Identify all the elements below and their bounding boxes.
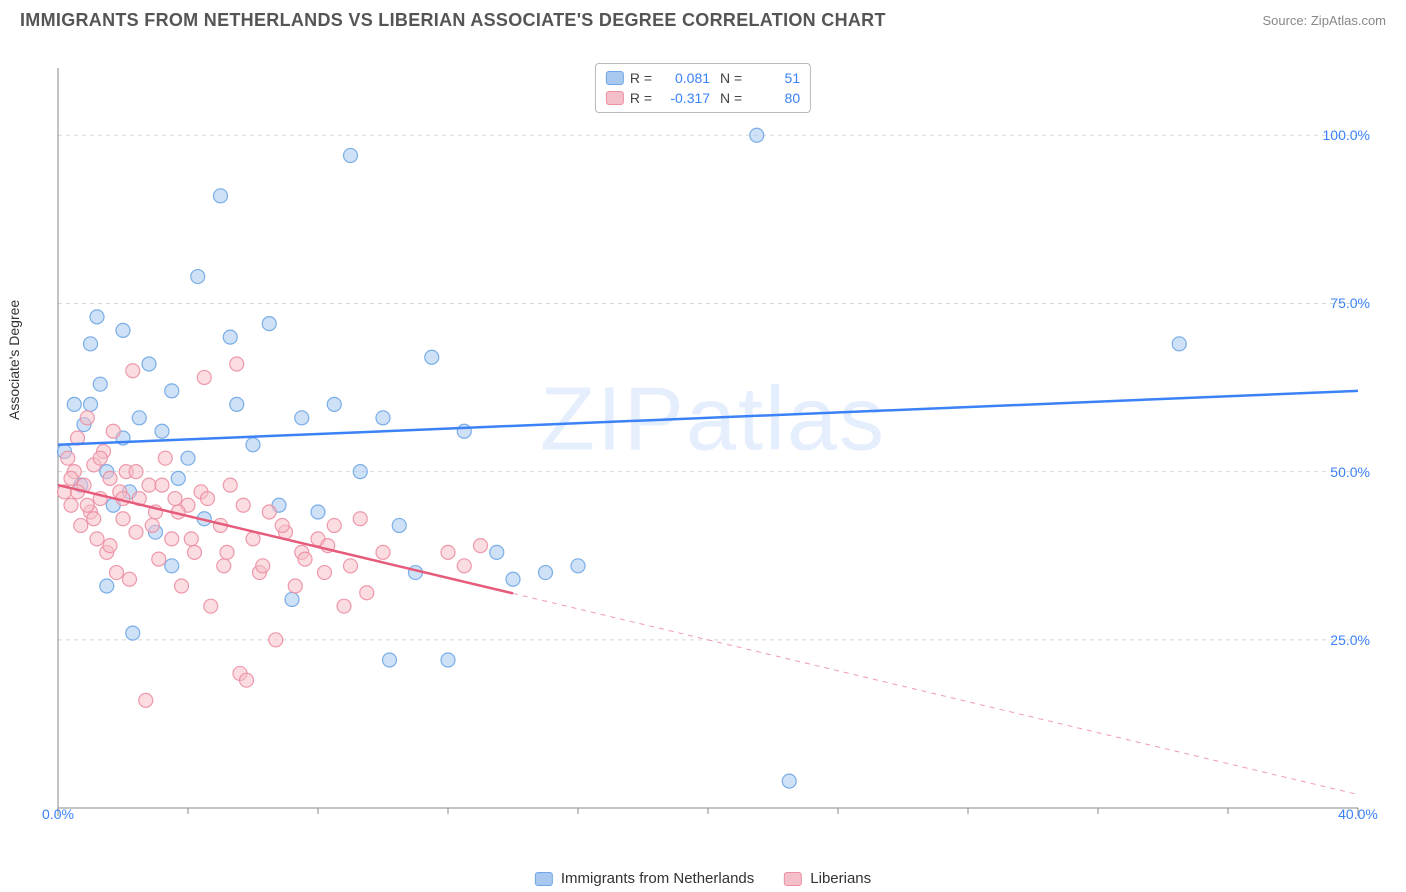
legend-series-label: Immigrants from Netherlands bbox=[561, 870, 754, 887]
chart-title: IMMIGRANTS FROM NETHERLANDS VS LIBERIAN … bbox=[20, 10, 886, 31]
stat-n-value: 51 bbox=[748, 70, 800, 86]
legend-stats-row: R = 0.081 N = 51 bbox=[606, 68, 800, 88]
y-tick-label: 100.0% bbox=[1323, 127, 1370, 143]
stat-n-label: N = bbox=[716, 90, 742, 106]
stat-r-label: R = bbox=[630, 70, 652, 86]
stat-r-value: -0.317 bbox=[658, 90, 710, 106]
legend-stats-box: R = 0.081 N = 51 R = -0.317 N = 80 bbox=[595, 63, 811, 113]
chart-area: ZIPatlas 0.0%40.0%25.0%50.0%75.0%100.0% bbox=[48, 58, 1378, 828]
chart-header: IMMIGRANTS FROM NETHERLANDS VS LIBERIAN … bbox=[0, 0, 1406, 37]
legend-series-label: Liberians bbox=[810, 870, 871, 887]
source-credit: Source: ZipAtlas.com bbox=[1262, 13, 1386, 28]
legend-swatch-icon bbox=[606, 91, 624, 105]
legend-swatch-icon bbox=[784, 872, 802, 886]
legend-stats-row: R = -0.317 N = 80 bbox=[606, 88, 800, 108]
stat-r-label: R = bbox=[630, 90, 652, 106]
scatter-chart-svg bbox=[48, 58, 1368, 848]
stat-n-value: 80 bbox=[748, 90, 800, 106]
legend-series-item: Immigrants from Netherlands bbox=[535, 870, 754, 887]
y-axis-label: Associate's Degree bbox=[6, 300, 22, 420]
x-tick-label: 0.0% bbox=[42, 806, 74, 822]
y-tick-label: 50.0% bbox=[1330, 464, 1370, 480]
y-tick-label: 25.0% bbox=[1330, 632, 1370, 648]
x-tick-label: 40.0% bbox=[1338, 806, 1378, 822]
y-tick-label: 75.0% bbox=[1330, 295, 1370, 311]
legend-swatch-icon bbox=[606, 71, 624, 85]
legend-series-box: Immigrants from Netherlands Liberians bbox=[535, 870, 871, 887]
stat-n-label: N = bbox=[716, 70, 742, 86]
legend-swatch-icon bbox=[535, 872, 553, 886]
stat-r-value: 0.081 bbox=[658, 70, 710, 86]
legend-series-item: Liberians bbox=[784, 870, 871, 887]
